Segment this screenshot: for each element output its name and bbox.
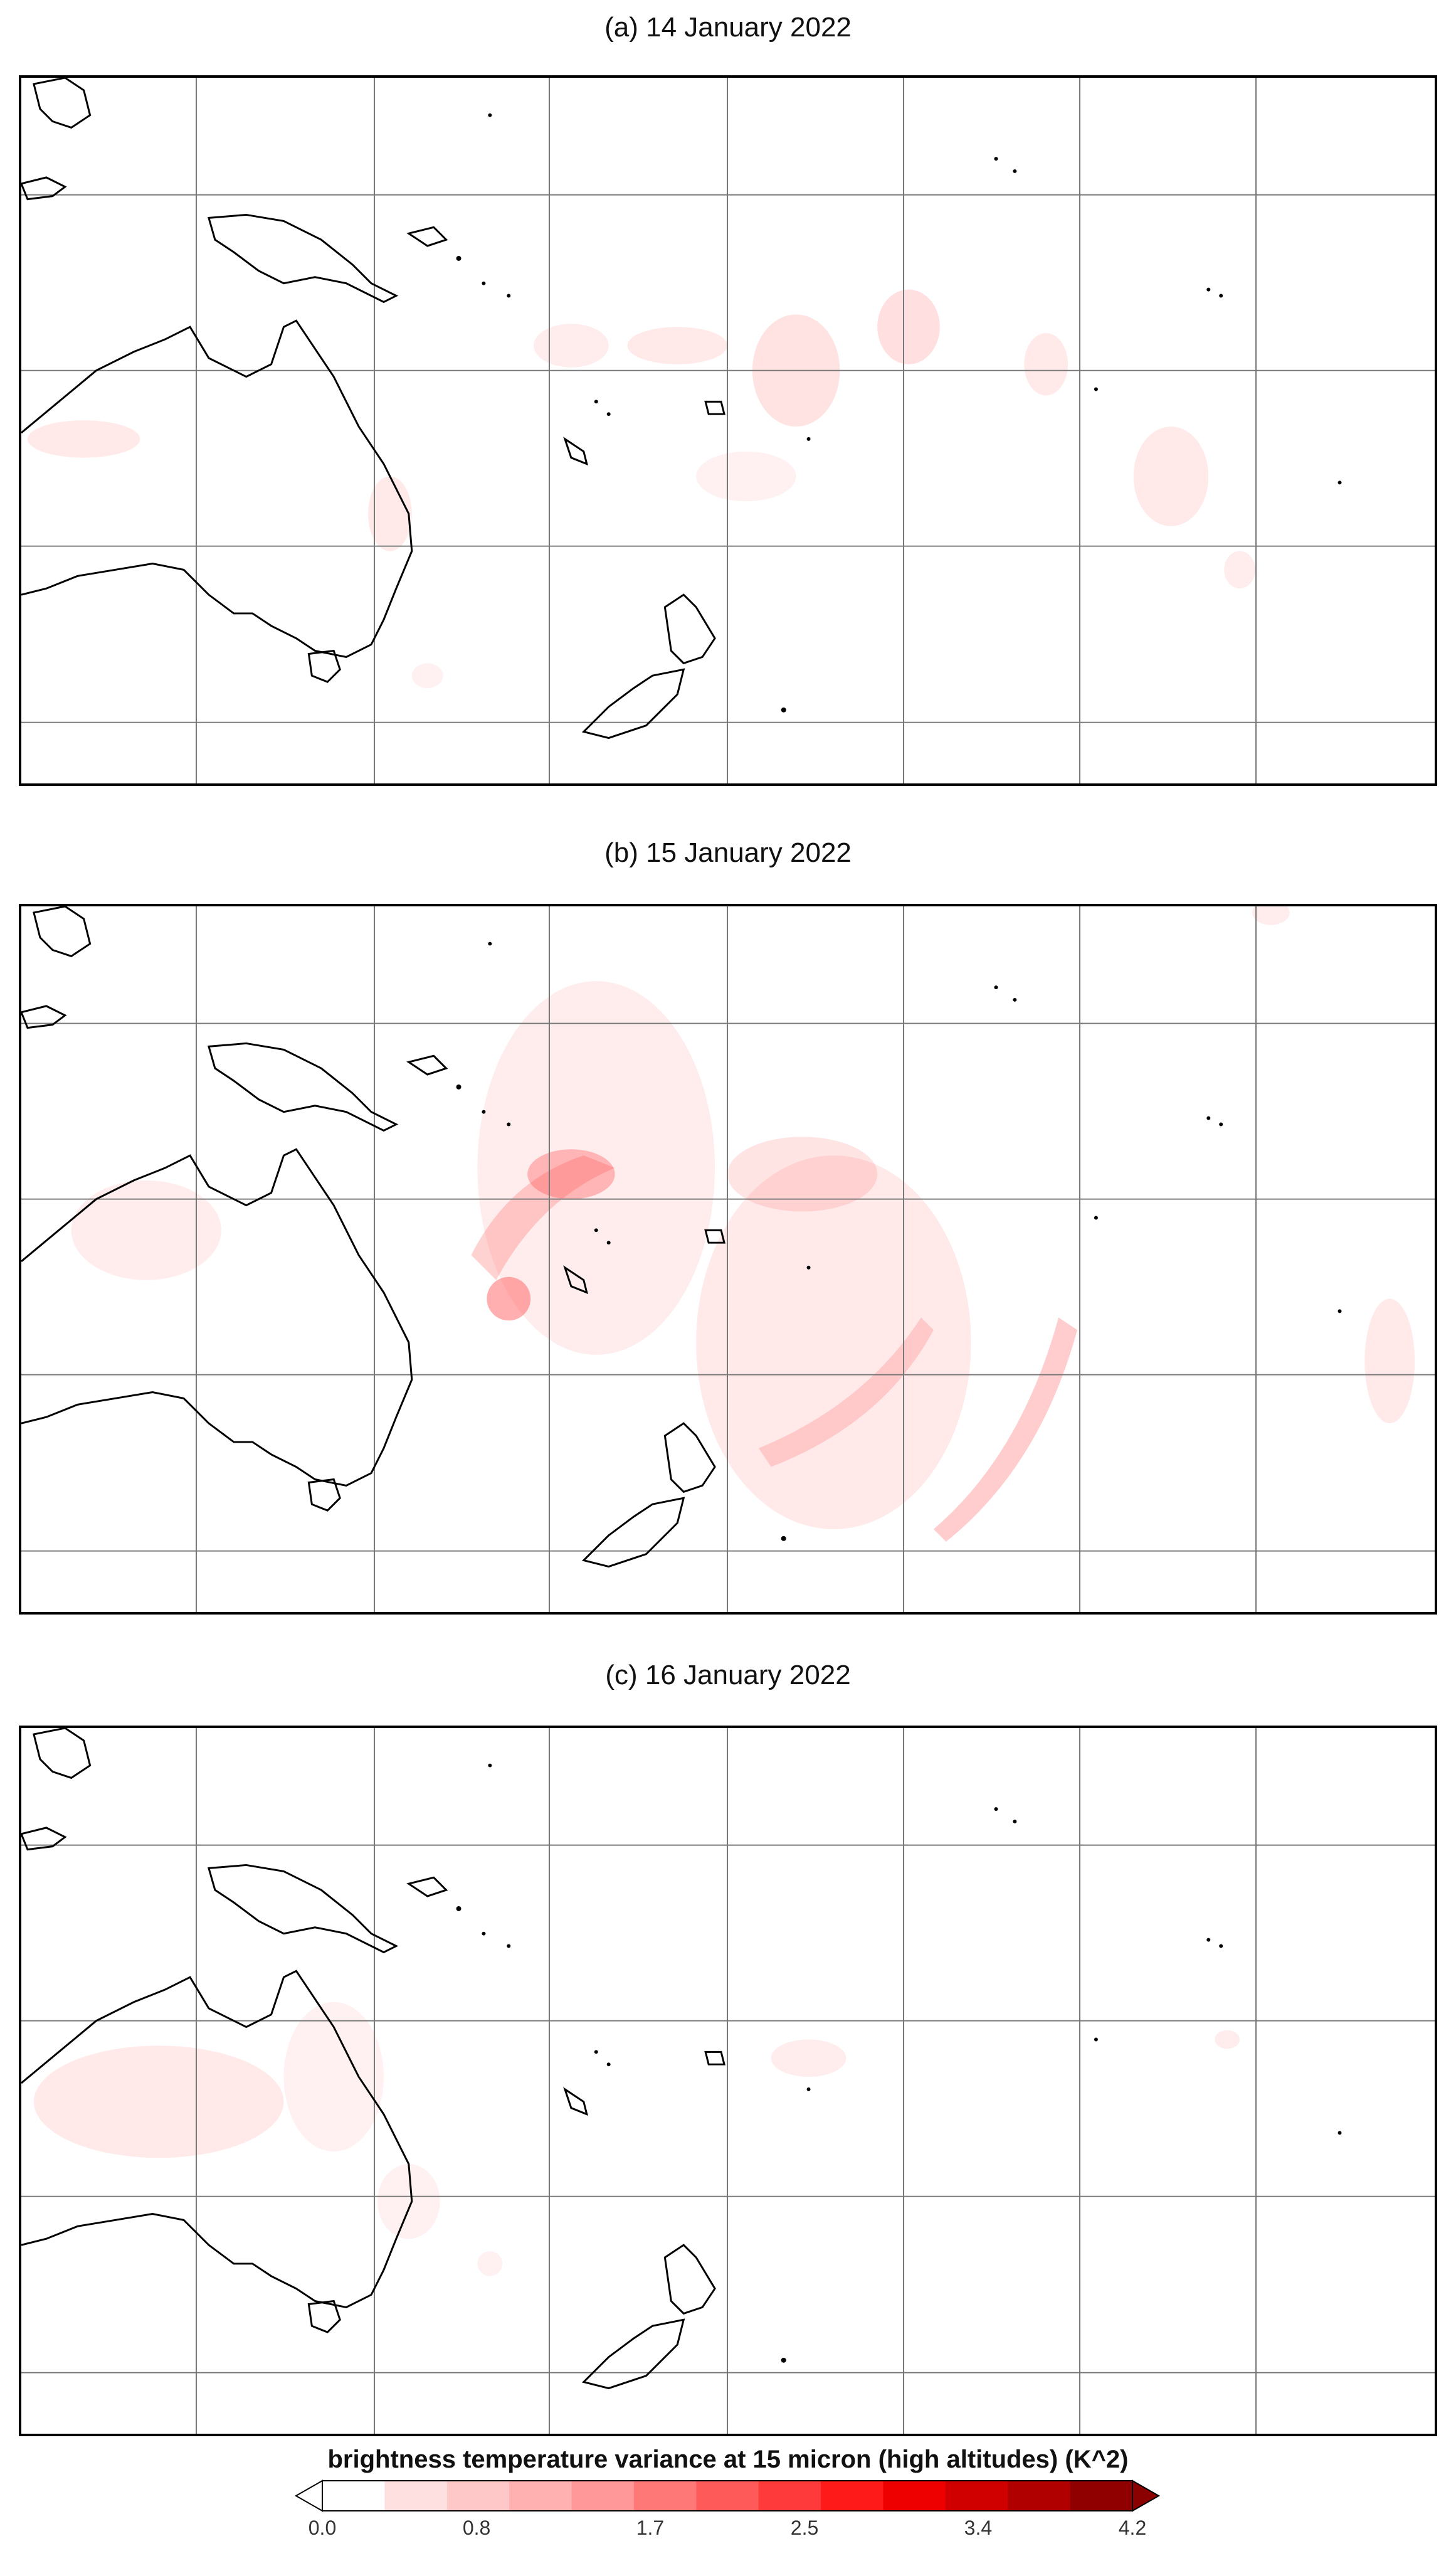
- coastlines-c: [21, 1728, 725, 2390]
- colorbar-swatch: [696, 2481, 759, 2511]
- islands-c: [456, 1763, 1342, 2363]
- colorbar-tick-label: 4.2: [1118, 2517, 1147, 2539]
- colorbar-tick-label: 3.4: [964, 2517, 993, 2539]
- colorbar-swatch: [883, 2481, 946, 2511]
- colorbar-swatch: [633, 2481, 697, 2511]
- coastlines-a: [21, 78, 725, 740]
- colorbar-swatch: [1070, 2481, 1133, 2511]
- colorbar-swatch: [384, 2481, 448, 2511]
- colorbar-swatch: [1008, 2481, 1071, 2511]
- colorbar-swatch: [945, 2481, 1008, 2511]
- map-canvas-c: [21, 1728, 1435, 2434]
- gridlines-c: [21, 1728, 1435, 2434]
- variance-shading-c: [33, 2002, 1240, 2276]
- panel-a-title: (a) 14 January 2022: [604, 12, 852, 43]
- colorbar-over-arrow: [1132, 2479, 1161, 2512]
- coastlines-b: [21, 906, 725, 1568]
- panel-c-title: (c) 16 January 2022: [605, 1660, 851, 1690]
- colorbar-tick-label: 0.8: [462, 2517, 491, 2539]
- colorbar-swatch: [446, 2481, 510, 2511]
- colorbar-title: brightness temperature variance at 15 mi…: [327, 2446, 1129, 2473]
- islands-b: [456, 941, 1342, 1541]
- variance-shading-b: [71, 906, 1415, 1542]
- colorbar-swatch: [509, 2481, 572, 2511]
- colorbar-swatch: [571, 2481, 635, 2511]
- colorbar-tick-label: 0.0: [308, 2517, 337, 2539]
- colorbar-graphic: [294, 2479, 1161, 2512]
- islands-a: [456, 113, 1342, 713]
- colorbar: [294, 2479, 1161, 2512]
- map-panel-b: [19, 904, 1437, 1615]
- map-panel-a: [19, 75, 1437, 786]
- map-canvas-a: [21, 78, 1435, 783]
- map-canvas-b: [21, 906, 1435, 1612]
- colorbar-tick-label: 2.5: [790, 2517, 819, 2539]
- colorbar-under-arrow: [294, 2479, 323, 2512]
- gridlines-a: [21, 78, 1435, 783]
- colorbar-swatch: [758, 2481, 821, 2511]
- variance-shading-a: [27, 289, 1256, 689]
- colorbar-tick-label: 1.7: [636, 2517, 665, 2539]
- gridlines-b: [21, 906, 1435, 1612]
- colorbar-swatch: [322, 2481, 385, 2511]
- map-panel-c: [19, 1726, 1437, 2436]
- colorbar-swatch: [821, 2481, 884, 2511]
- panel-b-title: (b) 15 January 2022: [604, 837, 852, 868]
